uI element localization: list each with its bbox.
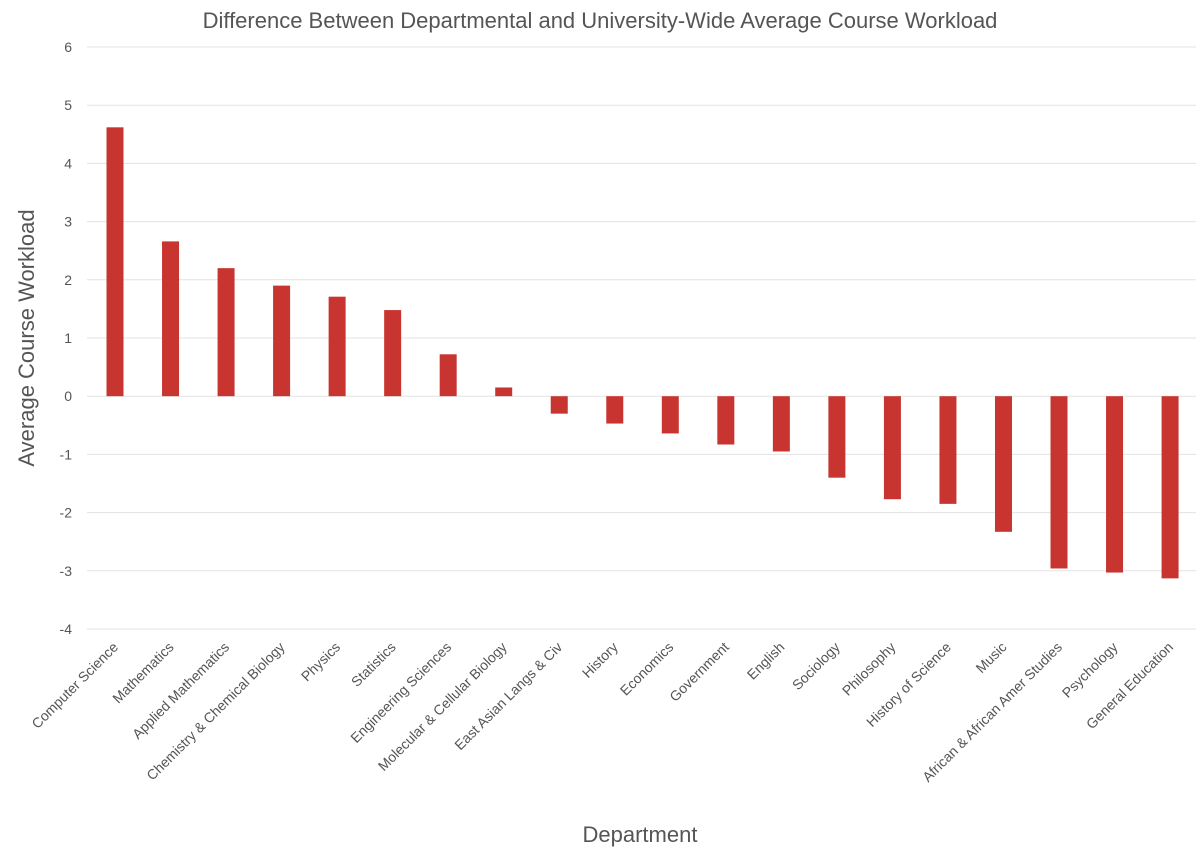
x-tick-label: Government	[666, 639, 732, 705]
y-tick-label: 3	[64, 214, 72, 230]
bar	[883, 396, 901, 500]
bar	[495, 387, 513, 397]
x-tick-label: Sociology	[789, 639, 843, 693]
y-tick-label: -2	[60, 505, 73, 521]
y-tick-label: 1	[64, 330, 72, 346]
bar	[828, 396, 846, 478]
bar	[162, 241, 180, 397]
bar	[1106, 396, 1124, 573]
bar	[1161, 396, 1179, 579]
bar	[550, 396, 568, 414]
y-tick-label: 2	[64, 272, 72, 288]
x-tick-label: Economics	[617, 639, 677, 699]
x-tick-label: Music	[972, 639, 1009, 676]
y-tick-label: 0	[64, 388, 72, 404]
bar	[717, 396, 735, 445]
x-tick-label: English	[744, 639, 788, 683]
x-tick-label: Engineering Sciences	[347, 639, 454, 746]
x-tick-label: Applied Mathematics	[129, 639, 232, 742]
bar	[217, 268, 235, 397]
y-tick-label: 6	[64, 39, 72, 55]
bar	[939, 396, 957, 504]
x-tick-label: Computer Science	[28, 639, 121, 732]
bar	[1050, 396, 1068, 569]
y-tick-label: -4	[60, 621, 73, 637]
y-axis-label: Average Course Workload	[14, 209, 39, 466]
bar	[384, 310, 402, 397]
y-axis-ticks: 6 5 4 3 2 1 0 -1 -2 -3 -4	[60, 39, 73, 637]
bar	[439, 354, 457, 397]
chart-title: Difference Between Departmental and Univ…	[203, 8, 998, 33]
y-tick-label: -1	[60, 446, 73, 462]
x-tick-label: East Asian Langs & Civ	[451, 639, 565, 753]
x-tick-label: History	[579, 639, 621, 681]
y-tick-label: 4	[64, 155, 72, 171]
x-tick-label: Physics	[298, 639, 343, 684]
bar	[106, 127, 124, 397]
bar	[772, 396, 790, 452]
x-axis-label: Department	[583, 822, 698, 847]
x-tick-label: Philosophy	[839, 639, 899, 699]
y-tick-label: 5	[64, 97, 72, 113]
bars	[106, 127, 1179, 579]
y-tick-label: -3	[60, 563, 73, 579]
bar	[661, 396, 679, 434]
gridlines	[87, 46, 1196, 630]
bar	[994, 396, 1012, 532]
bar	[273, 285, 291, 397]
x-tick-label: Statistics	[348, 639, 399, 690]
bar	[328, 296, 346, 397]
bar	[606, 396, 624, 424]
